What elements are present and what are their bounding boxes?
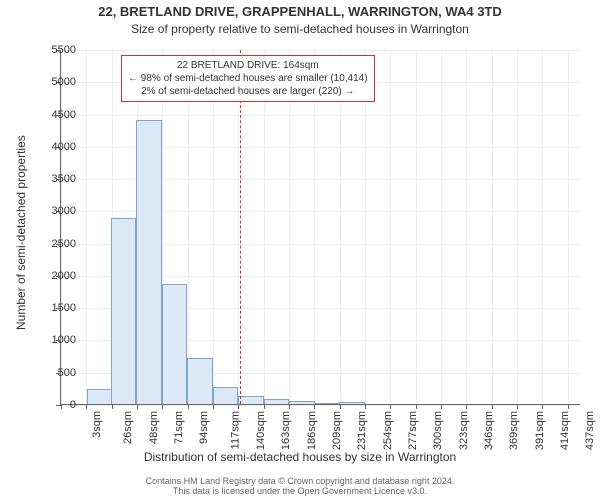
footer-line: Contains HM Land Registry data © Crown c… — [146, 476, 455, 496]
gridline-vertical — [390, 50, 391, 404]
gridline-vertical — [314, 50, 315, 404]
histogram-bar — [213, 387, 238, 404]
xtick-label: 48sqm — [148, 411, 160, 444]
xtick-mark — [365, 404, 366, 409]
xtick-mark — [213, 404, 214, 409]
gridline-vertical — [441, 50, 442, 404]
xtick-label: 117sqm — [229, 411, 241, 449]
xtick-mark — [416, 404, 417, 409]
xtick-label: 94sqm — [198, 411, 210, 444]
gridline-horizontal — [61, 405, 580, 406]
xtick-mark — [517, 404, 518, 409]
xtick-label: 369sqm — [508, 411, 520, 450]
chart-subtitle: Size of property relative to semi-detach… — [0, 22, 600, 36]
gridline-vertical — [466, 50, 467, 404]
xtick-mark — [162, 404, 163, 409]
gridline-vertical — [542, 50, 543, 404]
histogram-bar — [136, 120, 161, 404]
xtick-label: 71sqm — [173, 411, 185, 444]
gridline-vertical — [416, 50, 417, 404]
gridline-vertical — [213, 50, 214, 404]
chart-container: 22, BRETLAND DRIVE, GRAPPENHALL, WARRING… — [0, 0, 600, 500]
annotation-line: 2% of semi-detached houses are larger (2… — [128, 85, 368, 98]
histogram-bar — [87, 389, 112, 404]
xtick-label: 26sqm — [122, 411, 134, 444]
xtick-mark — [441, 404, 442, 409]
ytick-label: 0 — [36, 399, 76, 411]
gridline-vertical — [365, 50, 366, 404]
ytick-label: 2000 — [36, 270, 76, 282]
histogram-bar — [264, 399, 289, 404]
xtick-mark — [492, 404, 493, 409]
gridline-vertical — [568, 50, 569, 404]
histogram-bar — [162, 284, 187, 404]
histogram-bar — [238, 396, 263, 404]
histogram-bar — [314, 403, 339, 404]
gridline-horizontal — [61, 50, 580, 51]
gridline-vertical — [289, 50, 290, 404]
chart-title: 22, BRETLAND DRIVE, GRAPPENHALL, WARRING… — [0, 4, 600, 19]
xtick-label: 186sqm — [306, 411, 318, 450]
gridline-horizontal — [61, 115, 580, 116]
xtick-mark — [188, 404, 189, 409]
xtick-label: 346sqm — [483, 411, 495, 450]
xtick-mark — [289, 404, 290, 409]
histogram-bar — [289, 401, 314, 404]
footer-attribution: Contains HM Land Registry data © Crown c… — [0, 476, 600, 496]
ytick-label: 2500 — [36, 238, 76, 250]
ytick-label: 3000 — [36, 205, 76, 217]
xtick-label: 323sqm — [458, 411, 470, 450]
xtick-label: 300sqm — [432, 411, 444, 450]
gridline-vertical — [264, 50, 265, 404]
xtick-label: 391sqm — [534, 411, 546, 450]
ytick-label: 4500 — [36, 109, 76, 121]
annotation-line: 22 BRETLAND DRIVE: 164sqm — [128, 59, 368, 72]
xtick-mark — [112, 404, 113, 409]
gridline-vertical — [86, 50, 87, 404]
xtick-mark — [466, 404, 467, 409]
xtick-label: 163sqm — [280, 411, 292, 450]
gridline-vertical — [61, 50, 62, 404]
ytick-label: 5000 — [36, 76, 76, 88]
y-axis-label: Number of semi-detached properties — [14, 135, 28, 330]
xtick-label: 414sqm — [559, 411, 571, 450]
xtick-mark — [314, 404, 315, 409]
xtick-label: 140sqm — [255, 411, 267, 450]
histogram-bar — [339, 402, 364, 404]
xtick-mark — [340, 404, 341, 409]
gridline-vertical — [517, 50, 518, 404]
xtick-mark — [238, 404, 239, 409]
xtick-mark — [264, 404, 265, 409]
x-axis-label: Distribution of semi-detached houses by … — [0, 450, 600, 464]
xtick-mark — [86, 404, 87, 409]
xtick-label: 254sqm — [382, 411, 394, 450]
xtick-label: 3sqm — [91, 411, 103, 438]
plot-area: 22 BRETLAND DRIVE: 164sqm← 98% of semi-d… — [60, 50, 580, 405]
xtick-mark — [542, 404, 543, 409]
gridline-vertical — [188, 50, 189, 404]
annotation-line: ← 98% of semi-detached houses are smalle… — [128, 72, 368, 85]
ytick-label: 1000 — [36, 334, 76, 346]
ytick-label: 500 — [36, 367, 76, 379]
xtick-label: 231sqm — [356, 411, 368, 450]
xtick-label: 437sqm — [585, 411, 597, 450]
gridline-vertical — [492, 50, 493, 404]
histogram-bar — [187, 358, 212, 404]
ytick-label: 5500 — [36, 44, 76, 56]
ytick-label: 3500 — [36, 173, 76, 185]
xtick-mark — [137, 404, 138, 409]
xtick-label: 277sqm — [407, 411, 419, 450]
xtick-mark — [390, 404, 391, 409]
reference-line — [240, 50, 241, 404]
annotation-box: 22 BRETLAND DRIVE: 164sqm← 98% of semi-d… — [121, 55, 375, 102]
xtick-label: 209sqm — [331, 411, 343, 450]
histogram-bar — [111, 218, 136, 404]
xtick-mark — [568, 404, 569, 409]
ytick-label: 1500 — [36, 302, 76, 314]
ytick-label: 4000 — [36, 141, 76, 153]
gridline-vertical — [340, 50, 341, 404]
